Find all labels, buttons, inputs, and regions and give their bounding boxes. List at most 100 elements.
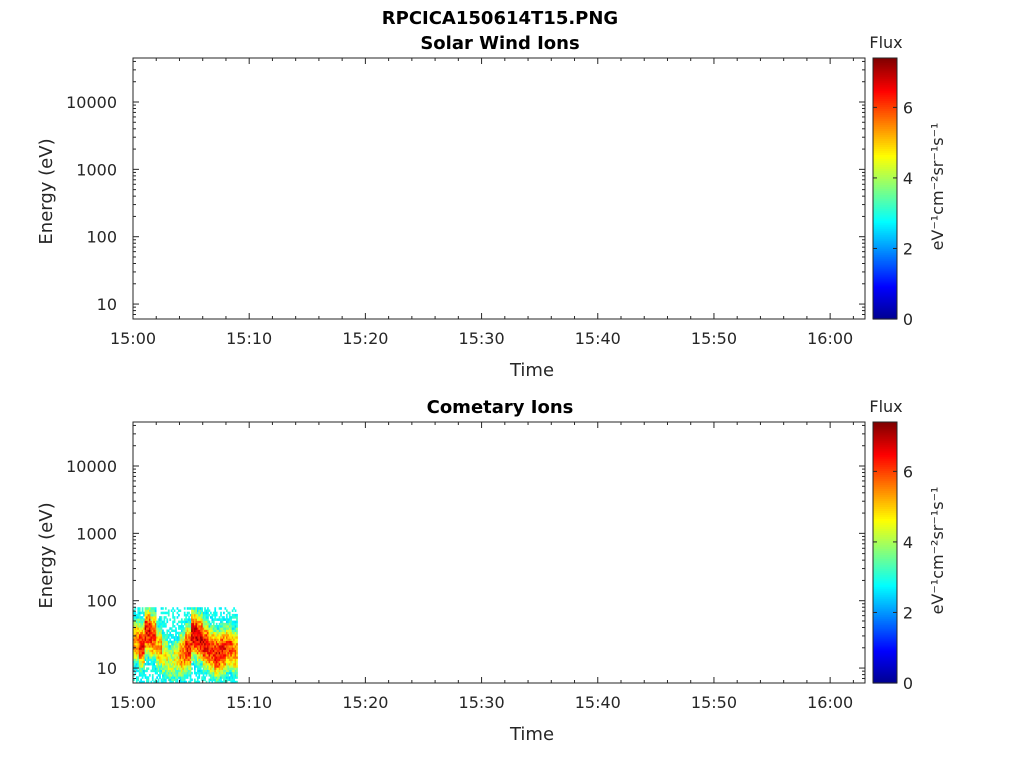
heatmap-cell: [180, 642, 183, 646]
heatmap-cell: [157, 658, 160, 662]
heatmap-cell: [227, 649, 230, 653]
heatmap-cell: [225, 613, 228, 617]
heatmap-cell: [157, 625, 160, 628]
heatmap-cell: [140, 636, 143, 639]
heatmap-cell: [163, 671, 166, 675]
heatmap-cell: [217, 651, 219, 655]
heatmap-cell: [143, 674, 145, 677]
heatmap-cell: [178, 676, 180, 679]
heatmap-cell: [140, 680, 143, 684]
heatmap-cell: [146, 642, 148, 646]
heatmap-cell: [159, 658, 161, 662]
heatmap-cell: [204, 671, 206, 675]
heatmap-cell: [170, 627, 173, 630]
colorbar-band: [873, 590, 897, 594]
heatmap-cell: [196, 669, 199, 673]
heatmap-cell: [160, 611, 163, 615]
heatmap-cell: [140, 627, 143, 630]
heatmap-cell: [144, 629, 147, 633]
colorbar-band: [873, 76, 897, 79]
heatmap-cell: [233, 625, 235, 628]
x-axis-label: Time: [509, 360, 554, 381]
heatmap-cell: [225, 622, 228, 626]
heatmap-cell: [196, 649, 199, 653]
heatmap-cell: [150, 642, 153, 646]
heatmap-cell: [134, 616, 137, 619]
heatmap-cell: [172, 676, 174, 679]
heatmap-cell: [236, 665, 238, 668]
heatmap-cell: [208, 656, 211, 659]
heatmap-cell: [167, 669, 170, 673]
heatmap-cell: [186, 625, 189, 628]
heatmap-cell: [172, 665, 174, 668]
heatmap-cell: [231, 627, 234, 630]
heatmap-cell: [208, 640, 211, 644]
heatmap-cell: [221, 640, 224, 644]
heatmap-cell: [146, 625, 148, 628]
heatmap-cell: [202, 640, 205, 644]
heatmap-cell: [154, 649, 157, 653]
heatmap-cell: [214, 658, 217, 662]
heatmap-cell: [201, 647, 204, 650]
heatmap-cell: [148, 647, 151, 650]
heatmap-cell: [160, 642, 163, 646]
heatmap-cell: [144, 651, 147, 655]
heatmap-cell: [199, 642, 202, 646]
heatmap-cell: [151, 676, 154, 679]
heatmap-cell: [147, 636, 150, 639]
heatmap-cell: [205, 674, 208, 677]
heatmap-cell: [138, 656, 141, 659]
heatmap-cell: [147, 662, 150, 666]
colorbar-band: [873, 546, 897, 550]
heatmap-cell: [153, 656, 156, 659]
colorbar-band: [873, 118, 897, 121]
heatmap-cell: [227, 651, 230, 655]
heatmap-cell: [167, 613, 170, 617]
heatmap-cell: [217, 647, 219, 650]
heatmap-cell: [137, 660, 140, 664]
heatmap-cell: [189, 647, 192, 650]
colorbar-band: [873, 548, 897, 552]
heatmap-cell: [154, 638, 157, 641]
heatmap-cell: [212, 654, 215, 657]
heatmap-cell: [182, 625, 185, 628]
heatmap-cell: [225, 638, 228, 641]
heatmap-cell: [137, 618, 140, 621]
heatmap-cell: [134, 662, 137, 666]
heatmap-cell: [191, 611, 193, 615]
heatmap-cell: [153, 622, 156, 626]
heatmap-cell: [160, 647, 163, 650]
heatmap-cell: [182, 656, 185, 659]
heatmap-cell: [220, 658, 222, 662]
heatmap-cell: [183, 640, 186, 644]
heatmap-cell: [201, 640, 204, 644]
colorbar-band: [873, 312, 897, 316]
heatmap-cell: [160, 622, 163, 626]
heatmap-cell: [150, 658, 153, 662]
heatmap-cell: [180, 636, 183, 639]
heatmap-cell: [225, 678, 228, 682]
heatmap-cell: [186, 633, 189, 637]
colorbar-band: [873, 496, 897, 499]
heatmap-cell: [199, 651, 202, 655]
heatmap-cell: [215, 647, 218, 650]
heatmap-cell: [138, 640, 141, 644]
heatmap-cell: [144, 656, 147, 659]
heatmap-cell: [188, 649, 190, 653]
heatmap-cell: [162, 640, 164, 644]
heatmap-cell: [144, 625, 147, 628]
heatmap-cell: [221, 638, 224, 641]
heatmap-cell: [141, 674, 144, 677]
heatmap-cell: [225, 654, 228, 657]
colorbar-band: [873, 576, 897, 580]
heatmap-cell: [224, 622, 227, 626]
heatmap-cell: [211, 662, 214, 666]
heatmap-cell: [178, 631, 180, 635]
heatmap-cell: [159, 649, 161, 653]
heatmap-cell: [195, 640, 198, 644]
heatmap-cell: [209, 676, 212, 679]
heatmap-cell: [146, 633, 148, 637]
heatmap-cell: [230, 631, 233, 635]
heatmap-cell: [189, 613, 192, 617]
heatmap-cell: [228, 620, 231, 624]
